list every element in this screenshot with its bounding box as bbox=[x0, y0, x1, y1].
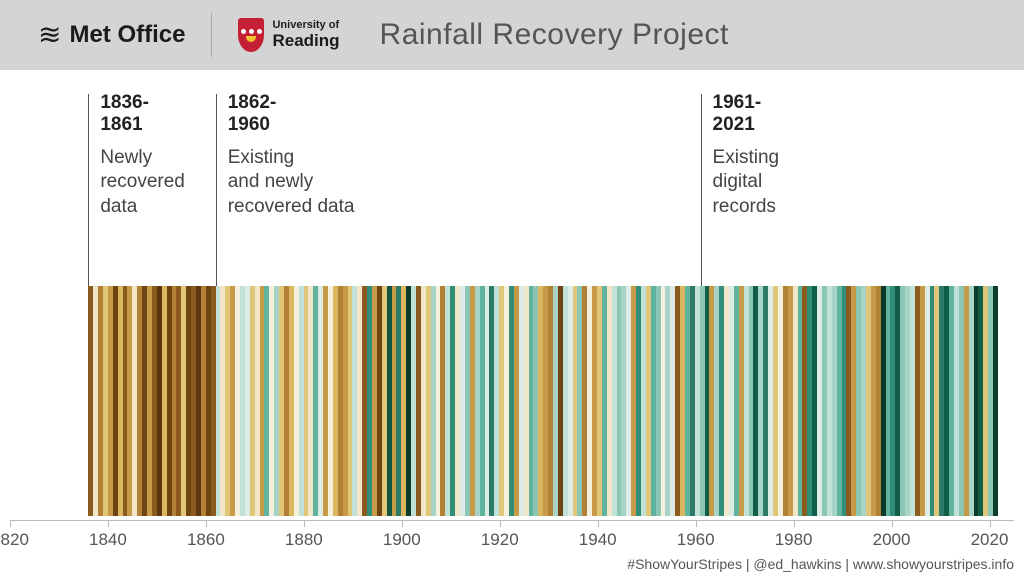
annotation-title: 1836-1861 bbox=[88, 92, 185, 136]
annotation-vline bbox=[216, 94, 217, 286]
axis-tick-label: 1920 bbox=[481, 530, 519, 550]
axis-tick-label: 1940 bbox=[579, 530, 617, 550]
axis-tick bbox=[206, 520, 207, 527]
axis-tick bbox=[402, 520, 403, 527]
met-office-logo: ≋ Met Office bbox=[38, 21, 185, 49]
shield-icon bbox=[238, 18, 264, 52]
annotation-vline bbox=[88, 94, 89, 286]
annotation-group: 1961-2021 Existingdigitalrecords bbox=[701, 92, 780, 220]
axis-tick bbox=[794, 520, 795, 527]
header-bar: ≋ Met Office University of Reading Rainf… bbox=[0, 0, 1024, 70]
axis-tick bbox=[892, 520, 893, 527]
annotation-title: 1862-1960 bbox=[216, 92, 355, 136]
annotation-sub: Existingand newlyrecovered data bbox=[216, 146, 355, 220]
axis-tick-label: 2020 bbox=[971, 530, 1009, 550]
footer-credit: #ShowYourStripes | @ed_hawkins | www.sho… bbox=[627, 556, 1014, 572]
stripes-container bbox=[88, 286, 999, 516]
met-office-text: Met Office bbox=[69, 21, 185, 49]
x-axis: 1820 1840 1860 1880 1900 1920 1940 1960 1980 2000… bbox=[0, 520, 1024, 550]
annotation-group: 1862-1960 Existingand newlyrecovered data bbox=[216, 92, 355, 220]
annotation-sub: Existingdigitalrecords bbox=[701, 146, 780, 220]
annotation-vline bbox=[701, 94, 702, 286]
axis-tick bbox=[108, 520, 109, 527]
stripe bbox=[993, 286, 998, 516]
axis-tick-label: 1860 bbox=[187, 530, 225, 550]
axis-tick bbox=[500, 520, 501, 527]
axis-tick-label: 1900 bbox=[383, 530, 421, 550]
wave-icon: ≋ bbox=[38, 21, 61, 49]
page-title: Rainfall Recovery Project bbox=[380, 18, 729, 52]
university-reading-logo: University of Reading bbox=[238, 18, 339, 52]
axis-tick-label: 1840 bbox=[89, 530, 127, 550]
axis-tick bbox=[696, 520, 697, 527]
axis-line bbox=[10, 520, 1014, 521]
axis-tick bbox=[304, 520, 305, 527]
annotation-layer: 1836-1861 Newlyrecovereddata 1862-1960 Exis… bbox=[0, 92, 1024, 252]
annotation-sub: Newlyrecovereddata bbox=[88, 146, 185, 220]
axis-tick bbox=[598, 520, 599, 527]
uor-text: University of Reading bbox=[272, 20, 339, 49]
axis-tick-label: 1980 bbox=[775, 530, 813, 550]
axis-tick-label: 2000 bbox=[873, 530, 911, 550]
axis-tick-label: 1880 bbox=[285, 530, 323, 550]
header-divider bbox=[211, 13, 212, 57]
axis-tick bbox=[10, 520, 11, 527]
annotation-group: 1836-1861 Newlyrecovereddata bbox=[88, 92, 185, 220]
axis-tick bbox=[990, 520, 991, 527]
axis-tick-label: 1820 bbox=[0, 530, 29, 550]
axis-tick-label: 1960 bbox=[677, 530, 715, 550]
annotation-title: 1961-2021 bbox=[701, 92, 780, 136]
